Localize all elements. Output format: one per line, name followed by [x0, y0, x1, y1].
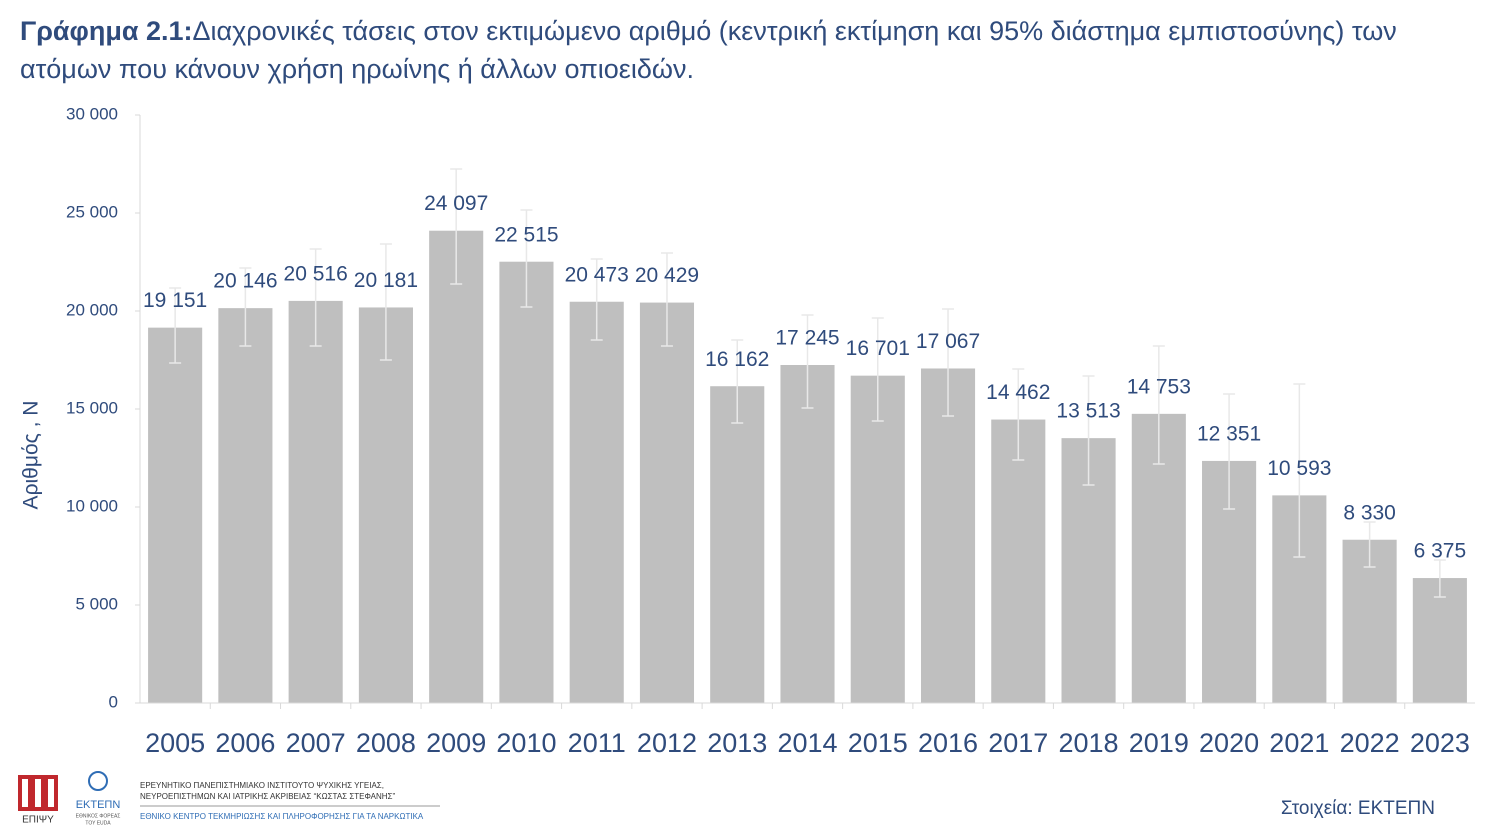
- source: Στοιχεία: ΕΚΤΕΠΝ: [1281, 798, 1435, 819]
- value-label: 16 701: [846, 337, 910, 360]
- logo-subtext: ΕΘΝΙΚΟΣ ΦΟΡΕΑΣ: [76, 813, 121, 819]
- logo-column: [22, 779, 28, 807]
- x-tick-label: 2022: [1340, 728, 1400, 758]
- bar: [710, 386, 765, 703]
- value-label: 13 513: [1056, 400, 1120, 423]
- y-tick-label: 0: [109, 692, 118, 711]
- y-axis-label: Αριθμός , N: [20, 401, 43, 510]
- value-label: 6 375: [1414, 540, 1467, 563]
- x-tick-label: 2020: [1199, 728, 1259, 758]
- x-tick-label: 2009: [426, 728, 486, 758]
- bar: [1412, 578, 1467, 703]
- x-tick-label: 2021: [1269, 728, 1329, 758]
- bar: [639, 302, 695, 703]
- bar: [358, 307, 413, 703]
- x-tick-label: 2013: [707, 728, 767, 758]
- x-tick-label: 2017: [988, 728, 1048, 758]
- x-tick-label: 2008: [356, 728, 416, 758]
- value-label: 16 162: [705, 348, 769, 371]
- bar: [920, 368, 976, 703]
- title-prefix: Γράφημα 2.1:: [20, 16, 193, 46]
- value-label: 19 151: [143, 289, 207, 312]
- logo-text: ΕΚΤΕΠΝ: [76, 799, 121, 811]
- value-label: 8 330: [1343, 501, 1396, 524]
- value-label: 17 067: [916, 330, 980, 353]
- x-tick-label: 2007: [286, 728, 346, 758]
- x-tick-label: 2012: [637, 728, 697, 758]
- value-label: 14 753: [1127, 375, 1191, 398]
- value-label: 20 516: [284, 262, 348, 285]
- institute-line: ΝΕΥΡΟΕΠΙΣΤΗΜΩΝ ΚΑΙ ΙΑΤΡΙΚΗΣ ΑΚΡΙΒΕΙΑΣ “Κ…: [140, 792, 395, 801]
- bar: [569, 301, 624, 703]
- logo-epipsy: ΕΠΙΨΥ: [18, 775, 58, 826]
- value-label: 17 245: [775, 327, 839, 350]
- x-tick-label: 2016: [918, 728, 978, 758]
- value-label: 10 593: [1267, 457, 1331, 480]
- logo-column: [48, 779, 54, 807]
- chart-title: Γράφημα 2.1:Διαχρονικές τάσεις στον εκτι…: [20, 12, 1480, 88]
- bar: [991, 419, 1046, 703]
- y-tick-label: 30 000: [66, 104, 118, 123]
- bar: [288, 300, 343, 703]
- x-tick-label: 2023: [1410, 728, 1470, 758]
- institute-line: ΕΘΝΙΚΟ ΚΕΝΤΡΟ ΤΕΚΜΗΡΙΩΣΗΣ ΚΑΙ ΠΛΗΡΟΦΟΡΗΣ…: [140, 812, 424, 821]
- value-label: 20 146: [213, 270, 277, 293]
- x-tick-label: 2014: [777, 728, 837, 758]
- bar: [850, 375, 905, 703]
- bar: [218, 308, 273, 703]
- y-tick-label: 15 000: [66, 398, 118, 417]
- logo-ektepn: ΕΚΤΕΠΝ ΕΘΝΙΚΟΣ ΦΟΡΕΑΣ ΤΟΥ EUDA: [76, 771, 121, 826]
- bar: [499, 261, 554, 703]
- bar: [429, 230, 484, 704]
- institute-line: ΕΡΕΥΝΗΤΙΚΟ ΠΑΝΕΠΙΣΤΗΜΙΑΚΟ ΙΝΣΤΙΤΟΥΤΟ ΨΥΧ…: [140, 781, 384, 790]
- y-tick-label: 5 000: [75, 594, 118, 613]
- x-tick-label: 2019: [1129, 728, 1189, 758]
- x-tick-label: 2018: [1059, 728, 1119, 758]
- x-tick-label: 2010: [496, 728, 556, 758]
- value-label: 12 351: [1197, 422, 1261, 445]
- logo-mark: [88, 771, 108, 791]
- logo-subtext: ΤΟΥ EUDA: [85, 820, 111, 826]
- x-tick-label: 2011: [568, 728, 626, 758]
- bar: [780, 364, 835, 703]
- value-label: 20 429: [635, 264, 699, 287]
- value-label: 24 097: [424, 192, 488, 215]
- logo-text: ΕΠΙΨΥ: [22, 815, 54, 826]
- value-label: 20 181: [354, 269, 418, 292]
- x-tick-label: 2015: [848, 728, 908, 758]
- bar: [148, 327, 203, 703]
- logo-column: [35, 779, 41, 807]
- x-tick-label: 2005: [145, 728, 205, 758]
- y-tick-label: 10 000: [66, 496, 118, 515]
- value-label: 20 473: [565, 263, 629, 286]
- title-text: Διαχρονικές τάσεις στον εκτιμώμενο αριθμ…: [20, 16, 1397, 84]
- y-tick-label: 25 000: [66, 202, 118, 221]
- value-label: 22 515: [494, 223, 558, 246]
- y-tick-label: 20 000: [66, 300, 118, 319]
- value-label: 14 462: [986, 381, 1050, 404]
- x-tick-label: 2006: [215, 728, 275, 758]
